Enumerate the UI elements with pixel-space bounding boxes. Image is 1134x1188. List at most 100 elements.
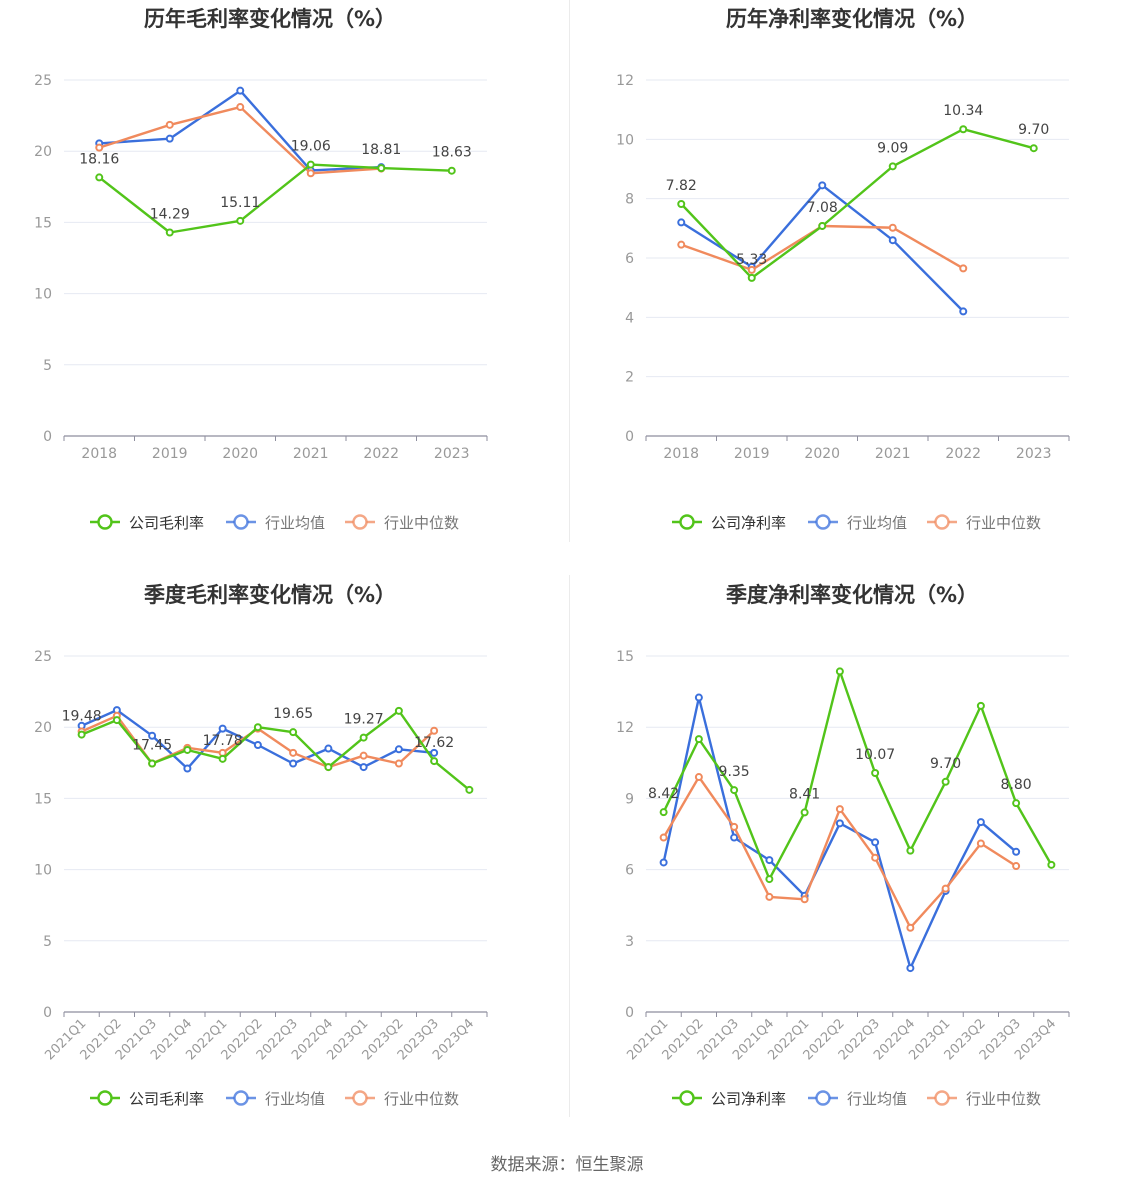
data-label: 18.81	[361, 142, 401, 158]
y-tick-label: 6	[625, 251, 634, 267]
series-line-industry-median	[662, 775, 1017, 929]
y-tick-label: 20	[34, 144, 52, 160]
data-point-industry-median	[95, 143, 104, 152]
data-point-industry-average	[835, 819, 844, 828]
data-point-company	[359, 733, 368, 742]
data-point-company	[835, 667, 844, 676]
data-label: 7.08	[807, 200, 838, 216]
legend-marker	[815, 1090, 831, 1106]
data-point-industry-median	[871, 853, 880, 862]
data-label: 19.06	[291, 139, 331, 155]
data-point-company	[183, 745, 192, 754]
data-label: 18.16	[79, 151, 119, 167]
legend-item-industry-average: 行业均值	[226, 514, 325, 532]
legend-marker	[679, 514, 695, 530]
series-line-company	[680, 127, 1035, 280]
data-point-industry-median	[165, 120, 174, 129]
x-tick-label: 2018	[663, 446, 699, 462]
data-label: 19.65	[273, 706, 313, 722]
data-point-company	[888, 162, 897, 171]
data-point-industry-average	[148, 731, 157, 740]
y-tick-label: 25	[34, 73, 52, 89]
data-point-industry-average	[871, 838, 880, 847]
data-point-company	[941, 777, 950, 786]
data-point-industry-median	[959, 264, 968, 273]
data-point-industry-average	[765, 856, 774, 865]
chart-title: 历年毛利率变化情况（%）	[144, 7, 396, 31]
data-point-industry-average	[236, 86, 245, 95]
x-tick-label: 2020	[222, 446, 258, 462]
chart-quarterly-net-margin: 季度净利率变化情况（%）036912152021Q12021Q22021Q320…	[616, 583, 1070, 1108]
y-tick-label: 5	[43, 358, 52, 374]
data-point-company	[976, 701, 985, 710]
data-point-industry-median	[730, 822, 739, 831]
legend-item-industry-median: 行业中位数	[345, 1090, 459, 1108]
data-point-company	[289, 728, 298, 737]
data-point-industry-median	[289, 748, 298, 757]
legend-item-company: 公司毛利率	[90, 514, 204, 532]
panel-divider-top	[569, 0, 570, 542]
data-label: 10.07	[855, 747, 895, 763]
legend-label: 公司毛利率	[129, 514, 204, 532]
y-tick-label: 0	[625, 429, 634, 445]
data-point-industry-average	[1012, 847, 1021, 856]
y-tick-label: 15	[34, 791, 52, 807]
data-point-industry-median	[1012, 862, 1021, 871]
data-point-company	[324, 763, 333, 772]
legend-label: 行业中位数	[966, 514, 1041, 532]
legend-item-industry-median: 行业中位数	[927, 514, 1041, 532]
legend-marker	[934, 1090, 950, 1106]
data-point-industry-average	[430, 748, 439, 757]
data-point-industry-median	[659, 833, 668, 842]
data-point-industry-average	[289, 759, 298, 768]
data-point-industry-average	[818, 181, 827, 190]
data-point-company	[818, 221, 827, 230]
data-point-company	[465, 785, 474, 794]
series-line-industry-average	[662, 696, 1017, 970]
y-tick-label: 3	[625, 934, 634, 950]
data-point-company	[730, 786, 739, 795]
data-source-note: 数据来源：恒生聚源	[490, 1155, 644, 1175]
data-point-company	[253, 723, 262, 732]
data-point-industry-median	[236, 103, 245, 112]
legend-label: 公司净利率	[711, 1090, 786, 1108]
data-point-industry-average	[394, 745, 403, 754]
y-tick-label: 15	[616, 649, 634, 665]
data-label: 8.80	[1001, 777, 1032, 793]
y-tick-label: 10	[616, 132, 634, 148]
data-point-company	[1012, 799, 1021, 808]
chart-annual-gross-margin: 历年毛利率变化情况（%） 0 5 10 15 20 25 2018 2019 2020 2021 20…	[34, 7, 488, 532]
chart-panel-annual-gross-margin: 历年毛利率变化情况（%） 0 5 10 15 20 25 2018 2019 2020 2021 20…	[0, 0, 567, 576]
data-point-company	[306, 160, 315, 169]
y-tick-label: 10	[34, 287, 52, 303]
data-point-company	[765, 875, 774, 884]
data-label: 9.35	[719, 764, 750, 780]
legend-marker	[934, 514, 950, 530]
legend-marker	[97, 1090, 113, 1106]
data-label: 10.34	[943, 103, 983, 119]
x-tick-label: 2022	[945, 446, 981, 462]
data-label: 9.09	[877, 140, 908, 156]
series-line-company	[662, 670, 1053, 881]
data-point-company	[1047, 860, 1056, 869]
legend-item-company: 公司净利率	[672, 514, 786, 532]
legend-label: 行业均值	[265, 514, 325, 532]
data-label: 8.42	[648, 786, 679, 802]
data-point-industry-median	[694, 773, 703, 782]
legend-item-industry-median: 行业中位数	[345, 514, 459, 532]
data-label: 17.78	[203, 733, 243, 749]
chart-annual-net-margin: 历年净利率变化情况（%） 0 2 4 6 8 10 12 2018 2019 2020 2021 202…	[616, 7, 1070, 532]
data-point-industry-median	[906, 923, 915, 932]
y-tick-label: 10	[34, 863, 52, 879]
data-point-industry-median	[747, 265, 756, 274]
chart-quarterly-gross-margin: 季度毛利率变化情况（%）05101520252021Q12021Q22021Q3…	[34, 583, 488, 1108]
y-tick-label: 0	[625, 1005, 634, 1021]
data-point-industry-median	[941, 884, 950, 893]
y-tick-label: 15	[34, 215, 52, 231]
data-point-company	[430, 757, 439, 766]
legend-item-industry-average: 行业均值	[808, 514, 907, 532]
data-label: 7.82	[666, 178, 697, 194]
x-tick-label: 2019	[152, 446, 188, 462]
x-tick-label: 2019	[734, 446, 770, 462]
data-point-industry-median	[835, 805, 844, 814]
